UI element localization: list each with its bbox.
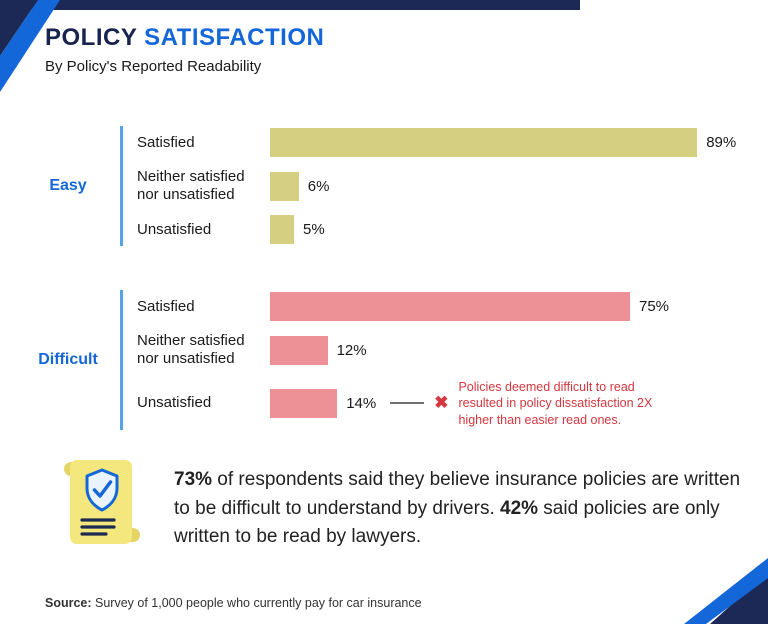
category-label: Unsatisfied: [137, 220, 212, 238]
value-label: 75%: [639, 298, 670, 315]
bar: [270, 335, 328, 365]
chart-group-difficult: Difficult Satisfied 75% Neither satisfie…: [18, 290, 758, 430]
bar: [270, 292, 630, 321]
category-label: Unsatisfied: [137, 394, 212, 412]
title-word-satisfaction: SATISFACTION: [144, 24, 325, 51]
category-label: Neither satisfied nor unsatisfied: [137, 332, 245, 367]
top-accent-bar: [32, 0, 580, 10]
summary-segment: of respondents said they believe insuran…: [174, 469, 741, 519]
group-divider-line: [120, 126, 123, 246]
category-label: Satisfied: [137, 133, 195, 151]
page-title: POLICY SATISFACTION: [45, 24, 324, 52]
group-label-easy: Easy: [49, 177, 87, 194]
bar-row: Neither satisfied nor unsatisfied 6%: [137, 168, 750, 204]
summary-segment: said policies are only written to be rea…: [174, 497, 720, 548]
source-line: Source: Survey of 1,000 people who curre…: [45, 596, 422, 610]
group-rows: Satisfied 89% Neither satisfied nor unsa…: [137, 126, 750, 246]
bar-wrap: 6%: [270, 171, 750, 201]
bar: [270, 388, 338, 418]
scroll-shield-icon: [64, 460, 140, 544]
page-subtitle: By Policy's Reported Readability: [45, 58, 262, 75]
bar-wrap: 5%: [270, 215, 750, 244]
annotation-note: Policies deemed difficult to read result…: [458, 380, 653, 427]
group-label-difficult: Difficult: [38, 350, 98, 368]
value-label: 89%: [706, 134, 737, 151]
bar: [270, 128, 698, 157]
value-label: 14%: [346, 394, 377, 412]
summary-callout: 73% of respondents said they believe ins…: [62, 452, 746, 552]
bar-wrap: 12%: [270, 335, 750, 365]
value-label: 5%: [303, 221, 325, 238]
category-label: Satisfied: [137, 297, 195, 315]
bar-wrap: 89%: [270, 128, 750, 157]
category-label: Neither satisfied nor unsatisfied: [137, 168, 245, 203]
title-word-policy: POLICY: [45, 24, 137, 51]
annotation-connector-line: [390, 402, 425, 405]
bar-wrap: 75%: [270, 292, 750, 321]
group-rows: Satisfied 75% Neither satisfied nor unsa…: [137, 290, 750, 430]
value-label: 12%: [336, 341, 367, 359]
bar-row: Unsatisfied 14% ✖ Policies deemed diffic…: [137, 379, 750, 428]
group-divider-line: [120, 290, 123, 430]
source-label: Source:: [45, 596, 92, 610]
bar-wrap: 14% ✖ Policies deemed difficult to read …: [270, 379, 750, 428]
summary-text: 73% of respondents said they believe ins…: [174, 466, 746, 552]
header: POLICY SATISFACTION By Policy's Reported…: [45, 24, 324, 75]
corner-decoration-top-left: [0, 0, 60, 92]
chart-group-easy: Easy Satisfied 89% Neither satisfied nor…: [18, 126, 758, 246]
x-mark-icon: ✖: [434, 393, 449, 413]
bar: [270, 171, 299, 201]
value-label: 6%: [307, 177, 330, 195]
corner-decoration-bottom-right: [684, 558, 768, 624]
summary-stat-73: 73%: [174, 469, 213, 490]
bar-row: Satisfied 75%: [137, 292, 750, 321]
bar: [270, 215, 294, 244]
bar-row: Unsatisfied 5%: [137, 215, 750, 244]
summary-stat-42: 42%: [500, 497, 539, 519]
satisfaction-bar-chart: Easy Satisfied 89% Neither satisfied nor…: [18, 126, 758, 430]
source-text: Survey of 1,000 people who currently pay…: [91, 596, 422, 610]
bar-row: Neither satisfied nor unsatisfied 12%: [137, 332, 750, 368]
bar-row: Satisfied 89%: [137, 128, 750, 157]
